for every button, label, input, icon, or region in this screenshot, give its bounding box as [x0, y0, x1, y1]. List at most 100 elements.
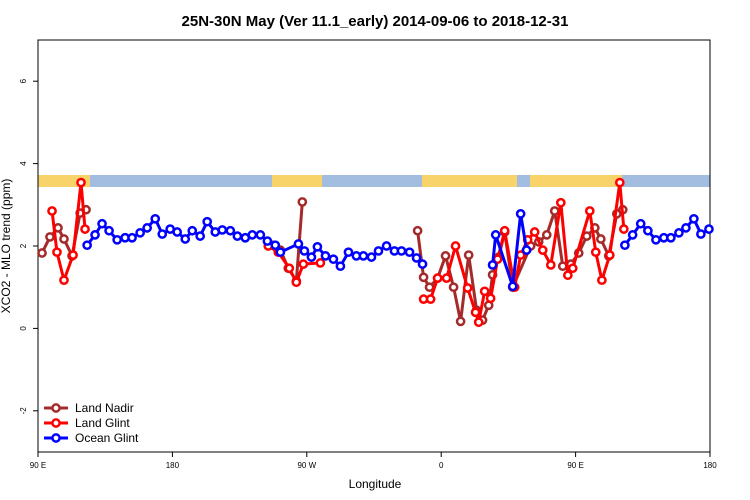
data-point — [681, 223, 691, 233]
data-point — [462, 283, 473, 293]
y-tick-label: 2 — [19, 243, 28, 248]
data-point — [275, 247, 286, 258]
data-point — [127, 232, 137, 243]
data-point — [293, 239, 304, 249]
data-point — [490, 230, 501, 240]
data-point — [45, 232, 55, 242]
data-point — [343, 247, 354, 258]
data-point — [470, 307, 481, 318]
data-point — [135, 227, 145, 238]
data-point — [562, 270, 573, 281]
data-point — [232, 231, 243, 241]
data-point — [635, 218, 646, 229]
y-tick-label: 4 — [19, 161, 28, 166]
data-point — [328, 254, 339, 265]
data-point — [262, 236, 273, 246]
data-point — [312, 241, 323, 252]
data-point — [358, 251, 369, 261]
data-point — [373, 246, 384, 256]
data-point — [537, 245, 548, 255]
data-point — [455, 316, 466, 327]
data-point — [425, 294, 436, 304]
data-point — [689, 213, 699, 224]
data-point — [545, 260, 556, 270]
data-point — [195, 231, 206, 241]
data-point — [597, 275, 607, 286]
data-point — [424, 282, 435, 293]
data-point — [507, 281, 518, 292]
data-point — [567, 263, 578, 274]
data-point — [52, 247, 62, 258]
data-point — [417, 259, 428, 269]
data-point — [76, 177, 86, 188]
data-point — [335, 261, 346, 272]
data-point — [448, 282, 459, 293]
data-point — [225, 225, 236, 236]
data-point — [463, 250, 474, 260]
data-point — [627, 230, 638, 240]
x-tick-label: 90 E — [567, 461, 583, 470]
data-point — [68, 250, 78, 260]
data-point — [284, 263, 295, 274]
data-point — [150, 213, 161, 224]
data-point — [255, 230, 266, 240]
data-point — [418, 272, 429, 283]
data-point — [704, 224, 714, 234]
data-point — [97, 218, 107, 229]
legend-marker — [51, 403, 61, 413]
legend-label: Land Glint — [75, 416, 130, 430]
x-tick-label: 180 — [703, 461, 717, 470]
legend-marker — [51, 418, 61, 428]
data-point — [202, 216, 213, 227]
data-point — [82, 240, 92, 251]
data-point — [620, 240, 630, 251]
data-point — [142, 223, 153, 233]
data-point — [529, 227, 540, 237]
data-point — [112, 234, 122, 245]
data-point — [315, 258, 326, 268]
data-point — [47, 206, 57, 216]
data-point — [643, 225, 653, 236]
data-point — [479, 286, 490, 297]
data-point — [247, 230, 258, 240]
data-point — [172, 227, 183, 237]
data-point — [604, 250, 615, 260]
x-axis-label: Longitude — [349, 477, 402, 491]
data-point — [487, 260, 498, 270]
data-point — [217, 225, 228, 235]
chart-title: 25N-30N May (Ver 11.1_early) 2014-09-06 … — [182, 13, 569, 30]
data-point — [381, 241, 392, 251]
data-point — [404, 247, 415, 258]
data-point — [515, 209, 526, 219]
data-point — [412, 225, 423, 236]
data-point — [59, 275, 69, 286]
data-point — [187, 225, 198, 236]
x-tick-label: 90 E — [30, 461, 46, 470]
data-point — [104, 225, 114, 236]
data-point — [80, 224, 90, 234]
data-point — [306, 252, 317, 262]
data-point — [590, 247, 601, 258]
data-point — [521, 245, 532, 255]
legend-label: Land Nadir — [75, 401, 134, 415]
data-point — [366, 252, 377, 262]
data-point — [696, 229, 706, 239]
data-point — [291, 277, 302, 288]
data-point — [180, 234, 191, 244]
legend-label: Ocean Glint — [75, 431, 139, 445]
data-point — [37, 248, 47, 258]
data-point — [396, 246, 407, 256]
data-point — [666, 232, 676, 243]
data-point — [59, 234, 69, 244]
y-tick-label: 0 — [19, 326, 28, 331]
data-point — [541, 230, 552, 240]
y-tick-label: 6 — [19, 78, 28, 83]
data-point — [584, 206, 595, 216]
data-point — [432, 273, 443, 283]
x-tick-label: 90 W — [297, 461, 316, 470]
y-tick-label: -2 — [19, 407, 28, 415]
data-point — [618, 224, 629, 234]
data-point — [270, 240, 281, 251]
data-point — [411, 253, 422, 263]
